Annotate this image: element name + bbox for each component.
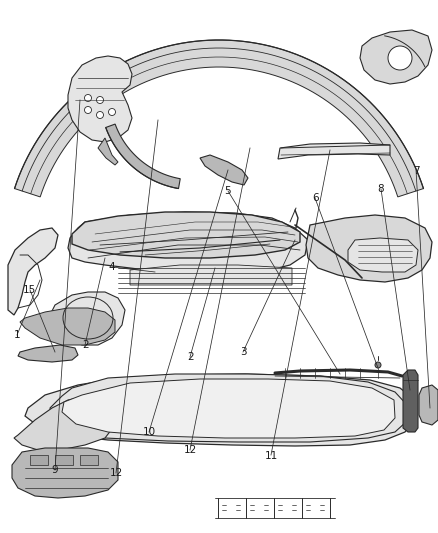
Polygon shape: [306, 215, 432, 282]
Text: 5: 5: [224, 186, 231, 196]
Polygon shape: [72, 212, 300, 258]
Polygon shape: [8, 228, 58, 315]
Text: 4: 4: [108, 262, 115, 271]
Polygon shape: [106, 124, 180, 189]
Text: 11: 11: [265, 451, 278, 461]
Polygon shape: [14, 396, 115, 450]
Polygon shape: [50, 374, 408, 442]
Polygon shape: [25, 374, 415, 446]
Text: 2: 2: [82, 341, 89, 350]
Polygon shape: [14, 40, 424, 197]
Circle shape: [85, 107, 92, 114]
Bar: [80, 455, 98, 465]
Polygon shape: [68, 212, 308, 275]
Text: 12: 12: [184, 446, 197, 455]
Text: 2: 2: [187, 352, 194, 362]
Text: 6: 6: [312, 193, 319, 203]
Text: 7: 7: [413, 166, 420, 175]
Bar: [30, 455, 48, 465]
Polygon shape: [50, 292, 125, 345]
Text: 1: 1: [13, 330, 20, 340]
Polygon shape: [62, 379, 395, 438]
Polygon shape: [18, 345, 78, 362]
Circle shape: [85, 94, 92, 101]
Circle shape: [388, 46, 412, 70]
Polygon shape: [20, 308, 115, 345]
Polygon shape: [278, 143, 390, 159]
Text: 8: 8: [378, 184, 385, 194]
Text: 12: 12: [110, 469, 123, 478]
Polygon shape: [403, 370, 418, 432]
Circle shape: [96, 96, 103, 103]
Text: 10: 10: [142, 427, 155, 437]
Text: 9: 9: [51, 465, 58, 475]
Circle shape: [96, 111, 103, 118]
Bar: [55, 455, 73, 465]
Polygon shape: [68, 56, 132, 142]
Polygon shape: [348, 238, 418, 272]
Circle shape: [375, 362, 381, 368]
Polygon shape: [98, 138, 118, 165]
Circle shape: [109, 109, 116, 116]
Text: 15: 15: [23, 286, 36, 295]
Polygon shape: [419, 385, 438, 425]
Polygon shape: [360, 30, 432, 84]
Polygon shape: [130, 265, 292, 285]
Polygon shape: [200, 155, 248, 185]
Text: 3: 3: [240, 347, 247, 357]
Polygon shape: [12, 448, 118, 498]
